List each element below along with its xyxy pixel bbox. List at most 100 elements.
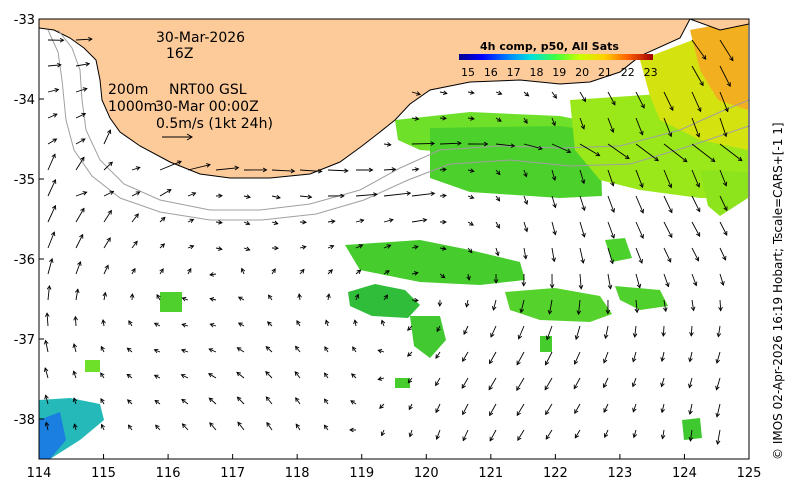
current-vector-head: [126, 373, 132, 379]
current-vector-head: [607, 284, 613, 290]
current-vector: [298, 293, 301, 301]
current-vector-head: [632, 407, 637, 413]
current-vector: [265, 346, 273, 353]
lon-tick-label: 123: [607, 466, 632, 481]
current-vector: [579, 169, 585, 184]
current-vector-head: [437, 302, 443, 307]
current-vector: [154, 349, 161, 353]
current-vector: [47, 258, 53, 275]
current-vector-head: [715, 440, 721, 446]
current-vector: [495, 143, 515, 147]
current-vector-head: [330, 219, 336, 224]
current-vector-head: [634, 308, 640, 314]
current-vector-head: [696, 232, 701, 237]
current-vector-head: [100, 345, 105, 351]
current-vector-head: [710, 157, 716, 163]
lon-tick-label: 119: [349, 466, 374, 481]
current-vector: [128, 424, 133, 431]
current-vector-head: [442, 193, 447, 199]
colorbar-labels: 15 16 17 18 19 20 21 22 23: [461, 66, 658, 79]
current-vector-head: [660, 408, 666, 414]
current-vector-head: [610, 128, 615, 133]
current-vector-head: [692, 281, 698, 287]
current-vector-head: [580, 124, 586, 130]
current-vector: [383, 244, 391, 249]
current-vector-head: [722, 181, 728, 187]
current-vector-head: [688, 383, 693, 389]
current-vector: [662, 325, 665, 337]
current-vector: [327, 245, 334, 249]
current-vector: [378, 349, 385, 353]
colorbar-tick-label: 18: [529, 66, 543, 79]
isobath-1000-label: 1000m: [108, 99, 157, 115]
current-vector: [324, 372, 329, 379]
current-vector: [299, 246, 306, 249]
current-vector: [632, 403, 637, 412]
current-vector: [100, 372, 105, 379]
current-vector: [73, 371, 77, 379]
current-vector: [635, 143, 659, 162]
current-vector-head: [696, 207, 701, 213]
current-vector: [439, 168, 447, 171]
current-vector-head: [610, 181, 615, 187]
current-arrows: [43, 36, 743, 446]
current-vector: [603, 351, 609, 363]
current-vector: [355, 294, 359, 301]
current-vector-head: [323, 372, 329, 378]
current-vector-head: [154, 399, 160, 405]
current-vector: [295, 423, 301, 431]
current-vector-head: [668, 233, 673, 239]
current-vector: [467, 91, 474, 94]
colorbar-tick-label: 19: [552, 66, 566, 79]
current-vector-head: [153, 374, 159, 379]
current-vector-head: [206, 163, 211, 168]
current-vector: [355, 219, 364, 223]
current-vector: [75, 289, 79, 301]
current-vector: [209, 422, 217, 431]
current-vector-head: [547, 309, 553, 315]
current-vector: [355, 193, 377, 197]
lat-tick-label: -33: [14, 13, 35, 28]
current-vector: [271, 268, 276, 275]
current-vector-head: [469, 90, 475, 95]
current-vector-head: [436, 327, 441, 333]
current-vector: [633, 429, 637, 438]
current-vector: [607, 247, 614, 264]
current-vector: [717, 325, 721, 337]
current-vector-head: [489, 411, 494, 417]
current-vector: [159, 189, 172, 197]
current-vector: [463, 325, 469, 335]
current-vector-head: [552, 94, 557, 99]
current-vector-head: [51, 204, 57, 210]
current-vector-head: [59, 37, 65, 43]
current-vector-head: [523, 119, 528, 124]
current-vector-head: [523, 227, 529, 233]
current-vector: [495, 221, 500, 229]
current-vector-head: [413, 271, 419, 276]
current-vector-head: [323, 398, 329, 404]
current-vector: [44, 367, 49, 379]
current-vector-head: [414, 297, 419, 303]
current-vector-head: [237, 296, 243, 301]
current-vector: [355, 269, 361, 275]
current-vector-head: [414, 167, 420, 172]
current-vector: [355, 244, 363, 249]
current-vector-head: [208, 397, 214, 403]
current-vector-head: [715, 359, 720, 364]
current-vector-head: [100, 398, 105, 403]
current-vector-head: [296, 320, 301, 325]
current-vector: [411, 91, 421, 95]
current-vector-head: [290, 168, 296, 174]
current-vector-head: [101, 319, 106, 324]
current-vector-head: [723, 231, 728, 236]
current-vector: [690, 325, 693, 336]
current-vector: [574, 403, 581, 414]
current-vector-head: [722, 132, 728, 138]
current-vector-head: [79, 233, 84, 239]
current-vector: [46, 313, 49, 327]
current-vector: [551, 117, 556, 126]
current-vector: [436, 325, 441, 332]
current-vector: [352, 346, 357, 353]
current-vector: [159, 243, 165, 249]
current-vector-head: [300, 268, 305, 274]
